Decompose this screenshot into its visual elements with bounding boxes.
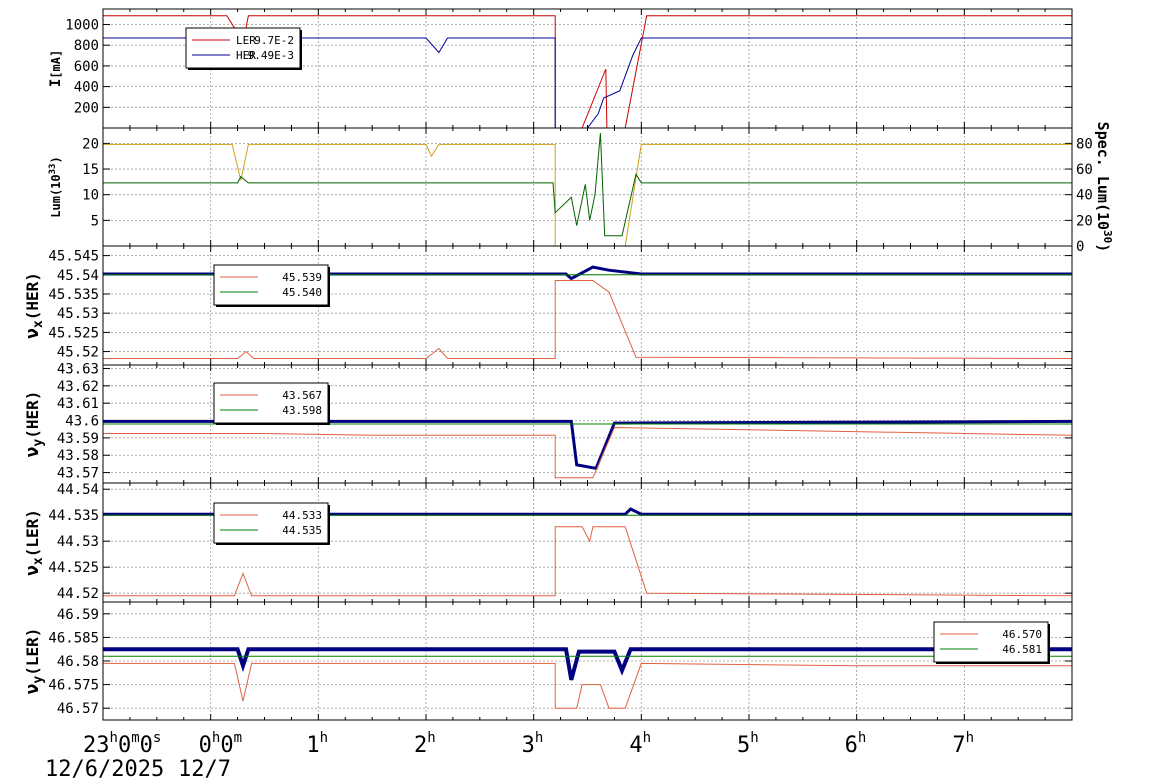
series-line-0: [103, 647, 1072, 681]
plot-area: [103, 128, 1072, 246]
right-tick-label: 0: [1076, 239, 1084, 255]
y-tick-label: 200: [74, 100, 99, 116]
right-axis-label: Spec. Lum(1030): [1094, 122, 1114, 253]
y-tick-label: 43.61: [57, 396, 99, 412]
legend-value: 45.539: [282, 271, 322, 284]
legend: 44.533 44.535: [213, 502, 330, 545]
y-axis-label: νx(HER): [22, 272, 46, 339]
series-line-0: [103, 507, 1072, 516]
legend-label: HER: [236, 49, 256, 62]
y-axis-label: νx(LER): [22, 509, 46, 576]
y-tick-label: 43.63: [57, 361, 99, 377]
y-tick-label: 44.52: [57, 586, 99, 602]
legend: 43.567 43.598: [213, 382, 330, 425]
legend-value: 44.535: [282, 524, 322, 537]
x-date-label: 12/6/2025: [45, 757, 164, 782]
y-tick-label: 44.54: [57, 482, 99, 498]
series-line-2: [103, 426, 1072, 479]
y-axis-label: Lum(1033): [48, 156, 63, 217]
panel-nux_ler: 44.52 44.525 44.53 44.535 44.54 νx(LER) 44.533…: [22, 482, 1073, 603]
legend-label: LER: [236, 34, 256, 47]
y-axis-label: νy(LER): [22, 628, 46, 695]
y-tick-label: 45.535: [48, 287, 99, 303]
series-line-0: [103, 265, 1072, 281]
panel-nuy_ler: 46.57 46.575 46.58 46.585 46.59 νy(LER) 46.570…: [22, 601, 1073, 721]
y-tick-label: 43.6: [65, 414, 99, 430]
x-date-label: 12/7: [178, 757, 231, 782]
x-tick-label: 1h: [306, 730, 328, 758]
x-tick-label: 5h: [737, 730, 759, 758]
series-line-0: [103, 419, 1072, 470]
legend-box: [933, 621, 1049, 663]
y-tick-label: 44.535: [48, 508, 99, 524]
y-tick-label: 400: [74, 80, 99, 96]
legend-box: [213, 502, 329, 544]
y-tick-label: 10: [82, 188, 99, 204]
x-tick-label: 2h: [414, 730, 436, 758]
right-tick-label: 20: [1076, 213, 1093, 229]
y-tick-label: 46.575: [48, 678, 99, 694]
x-tick-label: 6h: [845, 730, 867, 758]
y-tick-label: 45.52: [57, 345, 99, 361]
right-tick-label: 40: [1076, 188, 1093, 204]
y-tick-label: 800: [74, 38, 99, 54]
right-tick-label: 60: [1076, 162, 1093, 178]
series-line-2: [103, 274, 1072, 360]
time-axis: 23h0m0s 0h0m 1h 2h 3h 4h 5h 6h 7h 12/6/2025 12/7: [45, 730, 974, 782]
y-tick-label: 43.59: [57, 431, 99, 447]
y-tick-label: 20: [82, 136, 99, 152]
series-line-0: [103, 143, 1072, 246]
y-tick-label: 1000: [65, 18, 99, 34]
chart-panels: 2004006008001000I[mA]LER9.7E-2HER9.49E-3…: [22, 8, 1114, 721]
right-tick-label: 80: [1076, 136, 1093, 152]
y-tick-label: 45.53: [57, 306, 99, 322]
series-line-2: [103, 662, 1072, 709]
y-axis-label: I[mA]: [48, 50, 64, 87]
x-tick-label: 0h0m: [199, 730, 242, 758]
legend: 46.570 46.581: [933, 621, 1050, 664]
legend-value: 43.598: [282, 404, 322, 417]
y-tick-label: 600: [74, 59, 99, 75]
y-tick-label: 46.57: [57, 701, 99, 717]
y-tick-label: 44.53: [57, 534, 99, 550]
legend-value: 9.7E-2: [254, 34, 294, 47]
x-tick-label: 23h0m0s: [83, 730, 161, 758]
x-tick-label: 4h: [629, 730, 651, 758]
x-tick-label: 3h: [522, 730, 544, 758]
legend-value: 43.567: [282, 389, 322, 402]
y-tick-label: 46.58: [57, 654, 99, 670]
y-tick-label: 44.525: [48, 560, 99, 576]
legend-value: 45.540: [282, 286, 322, 299]
panel-nux_her: 45.52 45.525 45.53 45.535 45.54 45.545νx(HER)…: [22, 245, 1073, 366]
series-line-1: [103, 133, 1072, 237]
legend-value: 46.570: [1002, 628, 1042, 641]
legend-value: 44.533: [282, 509, 322, 522]
legend: 45.539 45.540: [213, 264, 330, 307]
plot-frame: [102, 601, 1073, 721]
y-tick-label: 45.54: [57, 268, 99, 284]
y-tick-label: 43.57: [57, 466, 99, 482]
y-tick-label: 15: [82, 162, 99, 178]
y-tick-label: 43.62: [57, 379, 99, 395]
legend-value: 9.49E-3: [248, 49, 294, 62]
x-tick-label: 7h: [952, 730, 974, 758]
y-tick-label: 46.585: [48, 630, 99, 646]
y-tick-label: 45.525: [48, 325, 99, 341]
y-tick-label: 46.59: [57, 607, 99, 623]
y-axis-label: νy(HER): [22, 391, 46, 458]
y-tick-label: 43.58: [57, 448, 99, 464]
series-line-2: [103, 525, 1072, 597]
y-tick-label: 45.545: [48, 249, 99, 265]
y-tick-label: 5: [91, 213, 99, 229]
panel-luminosity: 5 10 15 20 0 20 40 60 80 Spec. Lum(1030) Lum(1033): [48, 122, 1114, 255]
legend-value: 46.581: [1002, 643, 1042, 656]
